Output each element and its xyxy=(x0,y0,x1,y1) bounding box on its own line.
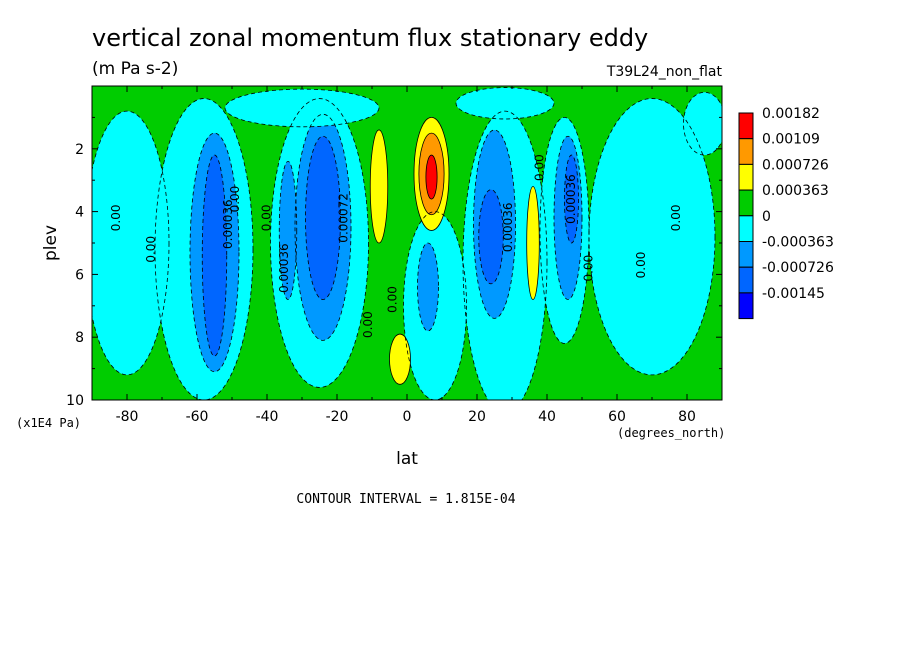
contour-label: 0.00 xyxy=(228,186,242,213)
contour-line xyxy=(478,189,504,285)
contour-label: 0.00 xyxy=(260,205,274,232)
contour-region xyxy=(417,243,439,331)
legend-label: 0.000726 xyxy=(762,157,829,173)
x-tick-label: 0 xyxy=(403,409,412,425)
legend-label: 0.00109 xyxy=(762,132,820,148)
contour-line xyxy=(224,88,380,128)
contour-line xyxy=(425,154,438,200)
contour-line xyxy=(369,129,389,244)
x-tick-label: -60 xyxy=(186,409,209,425)
contour-line xyxy=(588,98,716,376)
legend-label: 0.000363 xyxy=(762,183,829,199)
contour-label: 0.00 xyxy=(634,252,648,279)
contour-line xyxy=(189,132,240,373)
contour-label: 0.00 xyxy=(386,286,400,313)
contour-region xyxy=(279,161,297,300)
contour-line xyxy=(413,116,450,231)
y-axis-label: plev xyxy=(41,225,61,261)
legend-label: 0 xyxy=(762,209,771,225)
x-tick-label: 20 xyxy=(468,409,486,425)
contour-line xyxy=(92,110,170,376)
x-tick-label: -40 xyxy=(256,409,279,425)
contour-label-layer: 0.000.000.000360.000.000.000360.000720.0… xyxy=(109,154,683,338)
y-tick-label: 2 xyxy=(75,142,84,158)
legend-label: 0.00182 xyxy=(762,106,820,122)
contour-line xyxy=(403,211,467,400)
contour-line xyxy=(417,242,439,332)
contour-line xyxy=(270,98,369,388)
color-legend: 0.00182 0.00109 0.000726 0.000363 0 -0.000363… xyxy=(738,106,834,320)
x-tick-label: 80 xyxy=(678,409,696,425)
contour-region xyxy=(589,98,715,375)
contour-line xyxy=(526,186,540,300)
legend-swatch xyxy=(738,163,754,191)
contour-label: 0.00036 xyxy=(221,199,235,249)
contour-line xyxy=(539,117,590,344)
contour-line xyxy=(389,333,411,385)
legend-swatch xyxy=(738,241,754,268)
y-axis-units: (x1E4 Pa) xyxy=(16,416,81,430)
legend-swatch xyxy=(738,112,754,140)
legend-swatch xyxy=(738,215,754,243)
contour-region xyxy=(478,189,504,284)
contour-fill-layer xyxy=(92,86,722,400)
legend-swatch xyxy=(738,189,754,217)
contour-line xyxy=(201,154,228,357)
contour-line xyxy=(305,135,341,300)
contour-label: 0.00036 xyxy=(277,243,291,293)
legend-label: -0.000363 xyxy=(762,235,834,251)
contour-interval-note: CONTOUR INTERVAL = 1.815E-04 xyxy=(296,492,515,507)
x-tick-label: 40 xyxy=(538,409,556,425)
contour-line xyxy=(564,154,579,244)
legend-swatch xyxy=(738,292,754,320)
contour-label: 0.00 xyxy=(109,205,123,232)
legend-swatch xyxy=(738,266,754,294)
contour-region xyxy=(305,136,341,300)
contour-region xyxy=(425,155,438,200)
y-tick-label: 6 xyxy=(75,267,84,283)
legend-swatch xyxy=(738,138,754,165)
contour-region xyxy=(389,334,411,385)
contour-label: 0.00036 xyxy=(501,202,515,252)
contour-region xyxy=(92,111,169,375)
x-axis-label: lat xyxy=(396,449,418,469)
contour-region xyxy=(683,92,722,156)
contour-line xyxy=(418,132,445,216)
x-tick-label: -20 xyxy=(326,409,349,425)
contour-region xyxy=(564,155,579,243)
chart-units: (m Pa s-2) xyxy=(92,59,178,79)
contour-label: 0.00072 xyxy=(337,193,351,243)
y-tick-label: 8 xyxy=(75,330,84,346)
contour-label: 0.00 xyxy=(533,154,547,181)
contour-line xyxy=(553,135,583,300)
x-tick-label: 60 xyxy=(608,409,626,425)
contour-line xyxy=(278,160,298,300)
legend-label: -0.00145 xyxy=(762,286,825,302)
run-label: T39L24_non_flat xyxy=(606,64,723,80)
contour-label: 0.00036 xyxy=(564,174,578,224)
x-axis: -80 -60 -40 -20 0 20 40 60 80 xyxy=(91,86,723,425)
contour-label: 0.00 xyxy=(361,311,375,338)
contour-line xyxy=(294,113,352,341)
x-tick-label: -80 xyxy=(116,409,139,425)
contour-region xyxy=(202,155,227,357)
contour-line xyxy=(455,87,555,120)
x-axis-units: (degrees_north) xyxy=(617,426,725,440)
y-tick-label: 4 xyxy=(75,205,84,221)
contour-region xyxy=(370,129,388,243)
contour-line xyxy=(462,110,548,400)
legend-label: -0.000726 xyxy=(762,260,834,276)
contour-line xyxy=(473,129,516,319)
contour-line xyxy=(154,98,254,400)
contour-region xyxy=(456,87,554,119)
contour-label: 0.00 xyxy=(669,205,683,232)
chart-title: vertical zonal momentum flux stationary … xyxy=(92,24,648,52)
contour-label: 0.00 xyxy=(144,236,158,263)
y-tick-label: 10 xyxy=(66,393,84,409)
contour-label: 0.00 xyxy=(582,255,596,282)
contour-line-layer xyxy=(92,87,722,400)
y-axis: 2 4 6 8 10 xyxy=(66,116,722,409)
contour-region xyxy=(526,186,540,300)
